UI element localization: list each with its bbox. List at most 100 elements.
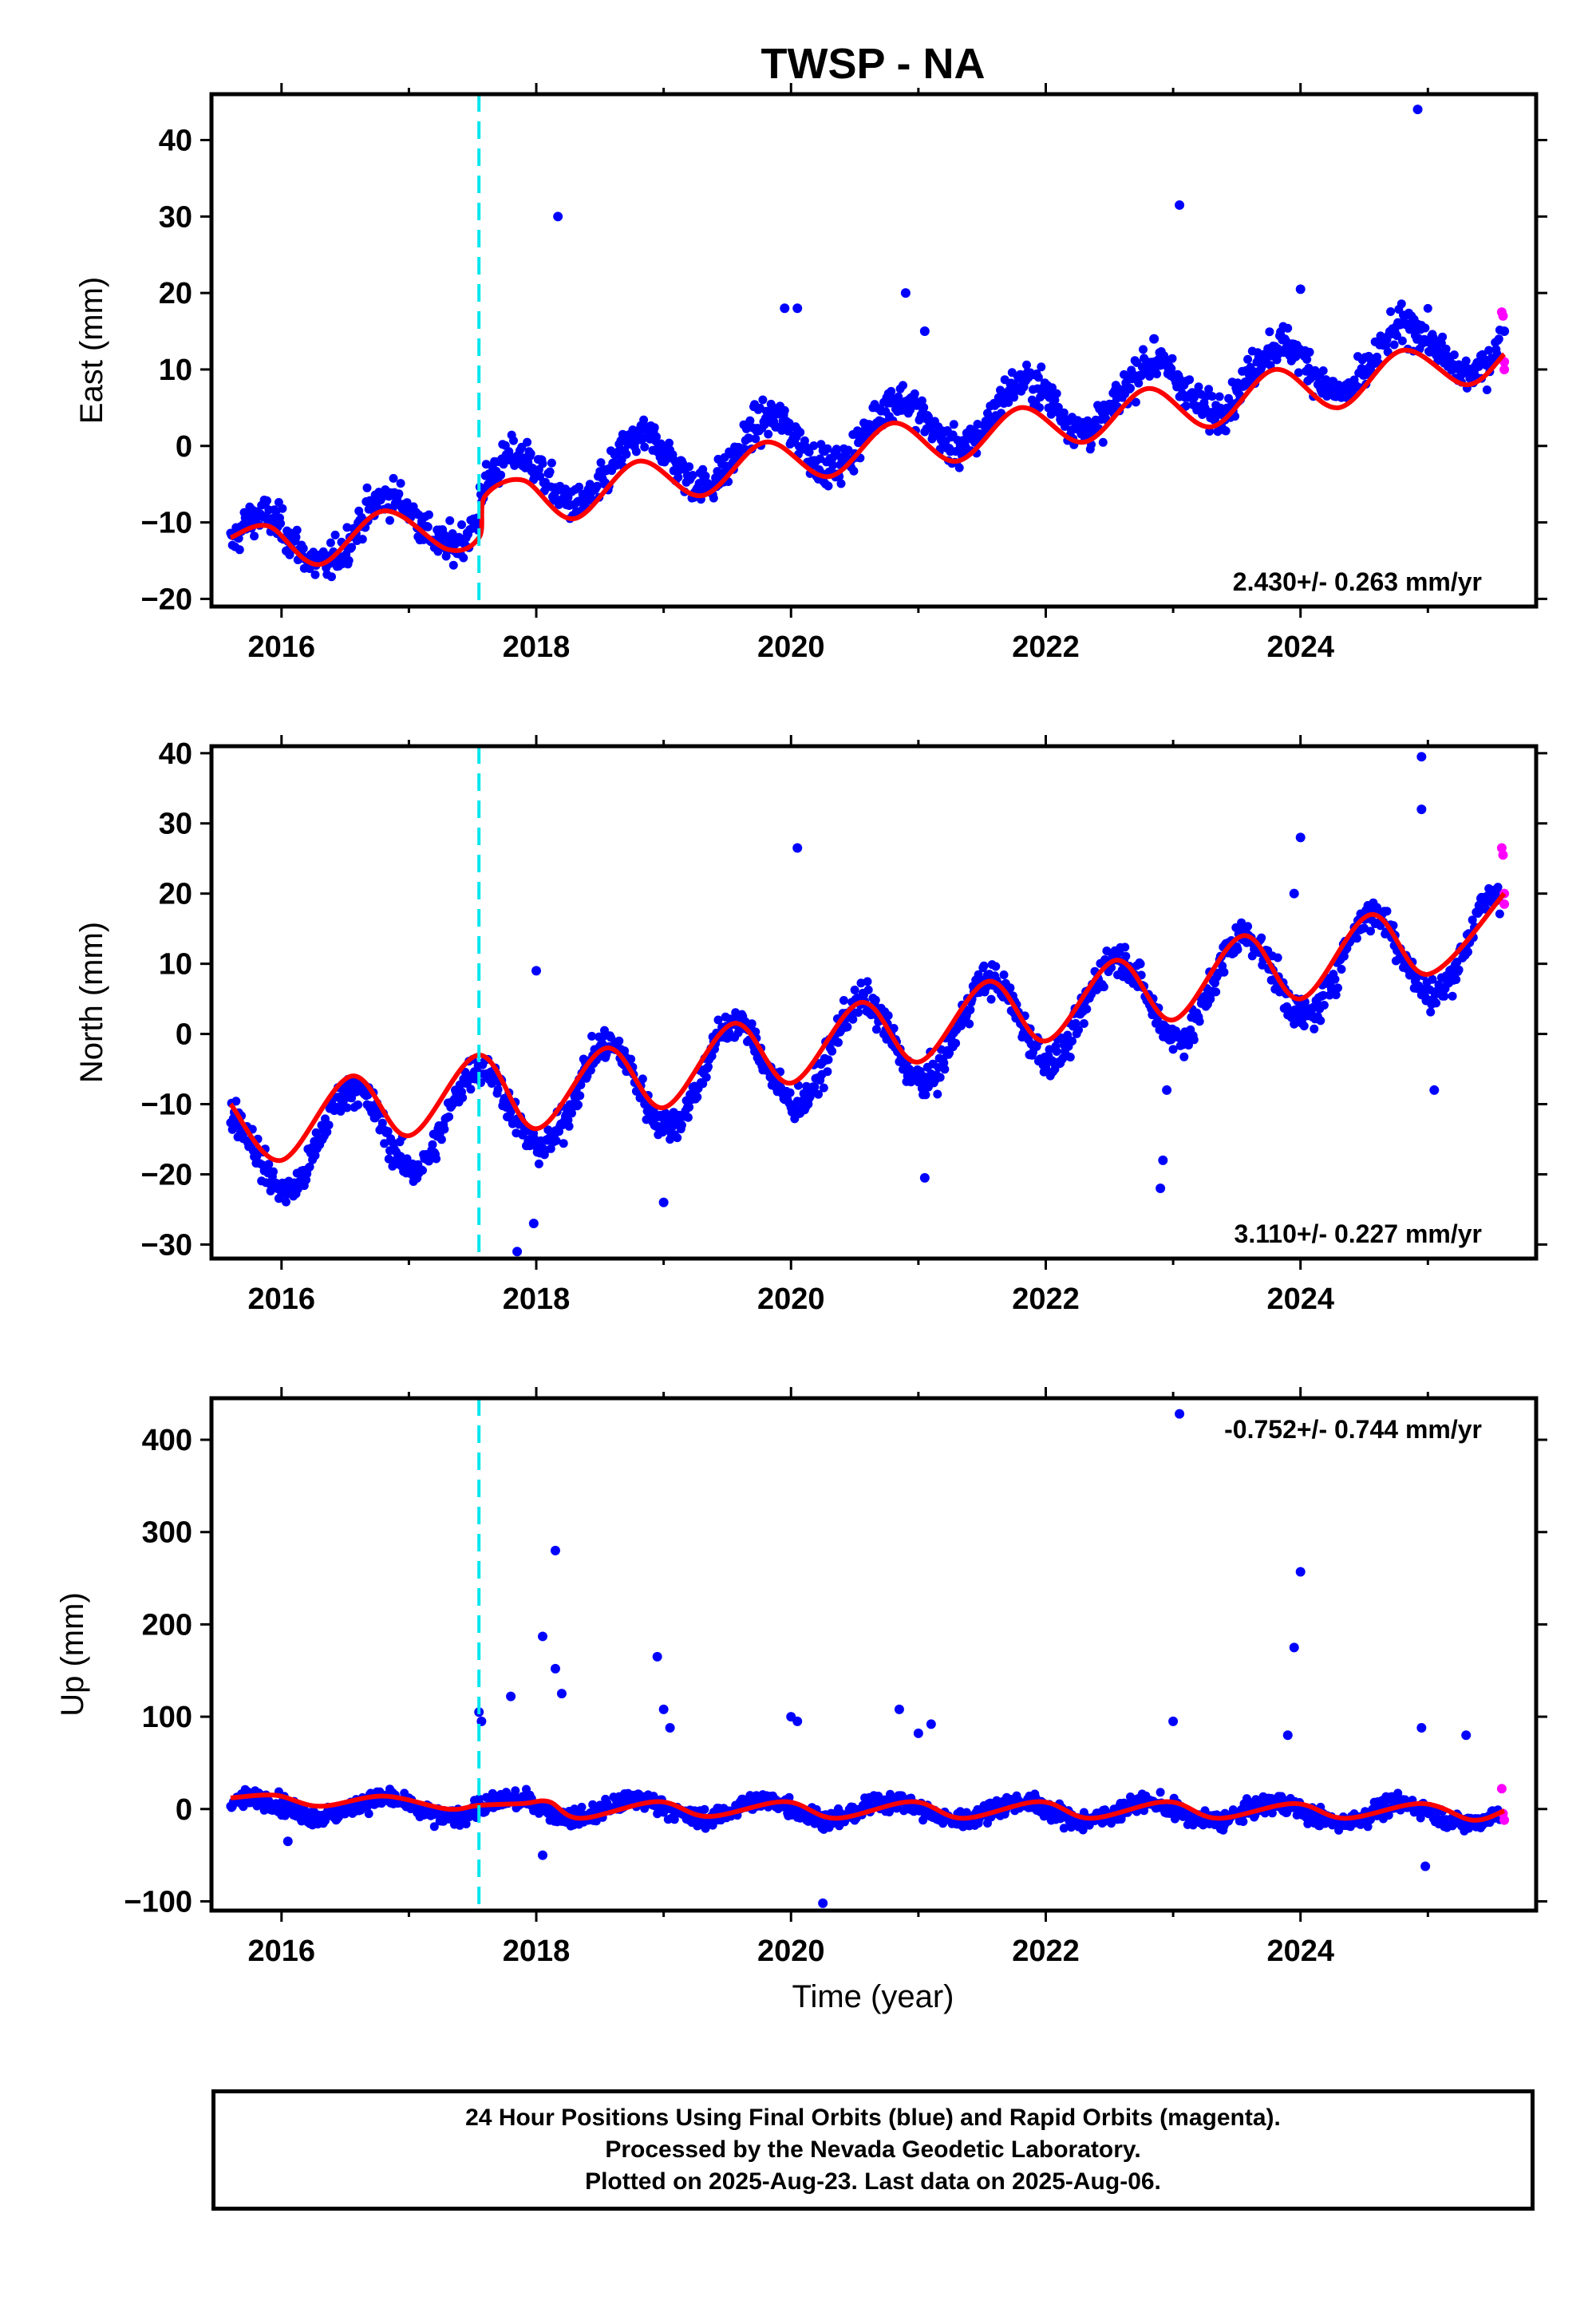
data-point (586, 1065, 595, 1075)
data-point (330, 530, 340, 539)
data-point (745, 416, 755, 425)
data-point (1452, 975, 1461, 984)
y-tick-label: 10 (159, 354, 192, 387)
y-tick-label: −10 (141, 507, 192, 540)
data-point (458, 1093, 468, 1102)
data-point (836, 479, 846, 488)
outlier-point (919, 1172, 930, 1183)
data-point (440, 1124, 449, 1134)
data-point (1134, 378, 1144, 388)
data-point (1184, 1041, 1193, 1050)
outlier-point (1416, 752, 1427, 762)
x-tick-label: 2016 (248, 1282, 316, 1316)
data-point (674, 472, 683, 482)
data-point (305, 1162, 314, 1172)
data-point (347, 543, 357, 552)
outlier-point (556, 1689, 567, 1699)
data-point (939, 1058, 949, 1068)
data-point (628, 425, 638, 435)
data-point (1131, 397, 1140, 407)
final-orbit-points (226, 883, 1504, 1207)
data-point (957, 1021, 966, 1030)
data-point (1139, 345, 1148, 354)
y-tick-label: −100 (124, 1885, 192, 1919)
data-point (638, 1074, 647, 1084)
data-point (1215, 392, 1224, 401)
data-point (357, 512, 366, 522)
y-tick-label: 0 (176, 430, 192, 464)
data-point (701, 472, 710, 480)
x-tick-label: 2020 (757, 630, 825, 664)
chart-title: TWSP - NA (761, 40, 986, 88)
data-point (437, 1135, 446, 1144)
data-point (1195, 1017, 1204, 1026)
outlier-point (1412, 105, 1423, 115)
footer-line-1: 24 Hour Positions Using Final Orbits (bl… (465, 2105, 1281, 2131)
data-point (459, 553, 468, 563)
data-point (1386, 307, 1396, 316)
data-point (1257, 933, 1266, 943)
data-point (1136, 959, 1145, 969)
data-point (919, 403, 929, 412)
data-point (935, 1073, 945, 1082)
data-point (1454, 965, 1464, 974)
data-point (1120, 943, 1130, 952)
data-point (1448, 991, 1457, 1001)
outlier-point (506, 1691, 516, 1701)
data-point (823, 1067, 832, 1077)
x-tick-label: 2016 (248, 1935, 316, 1968)
data-point (298, 543, 308, 553)
data-point (1083, 416, 1092, 425)
up-panel: 2016 2018 2020 2022 2024 −100 0 100 200 300 400 Up … (55, 1387, 1547, 1968)
outlier-point (1289, 888, 1299, 899)
data-point (327, 572, 336, 582)
data-point (933, 1089, 942, 1099)
outlier-point (665, 1722, 675, 1733)
outlier-point (1282, 1730, 1293, 1741)
outlier-point (792, 1716, 803, 1726)
outlier-point (926, 1719, 936, 1729)
data-point (700, 1804, 709, 1814)
data-point (1468, 915, 1477, 925)
data-point (670, 1815, 679, 1824)
data-point (358, 535, 367, 544)
data-point (828, 460, 838, 470)
data-point (1438, 332, 1448, 342)
data-point (1098, 437, 1108, 447)
data-point (747, 1019, 757, 1029)
data-point (276, 519, 286, 528)
data-point (819, 1083, 828, 1093)
data-point (364, 1809, 373, 1819)
data-point (1440, 991, 1449, 1001)
data-point (428, 1140, 437, 1149)
data-point (626, 1054, 636, 1064)
data-point (1156, 1788, 1165, 1797)
data-point (709, 493, 718, 503)
y-tick-label: −30 (141, 1228, 192, 1262)
data-point (547, 458, 556, 468)
data-point (1059, 408, 1069, 417)
data-point (785, 1088, 795, 1097)
data-point (1310, 1024, 1319, 1034)
data-point (1052, 1047, 1061, 1056)
data-point (1022, 360, 1031, 370)
final-orbit-points (226, 299, 1504, 582)
velocity-label: 3.110+/- 0.227 mm/yr (1235, 1219, 1482, 1248)
y-tick-label: 10 (159, 948, 192, 982)
outlier-point (1175, 200, 1185, 210)
data-point (1204, 385, 1214, 394)
data-point (1331, 990, 1341, 1000)
x-tick-label: 2024 (1266, 1282, 1334, 1316)
outlier-point (550, 1663, 560, 1674)
data-point (631, 447, 641, 456)
data-point (511, 1786, 520, 1796)
data-point (1126, 383, 1135, 393)
data-point (1432, 998, 1441, 1008)
data-point (639, 415, 649, 425)
data-point (535, 472, 545, 481)
data-point (278, 504, 287, 513)
data-point (263, 496, 271, 505)
data-point (828, 1046, 837, 1056)
model-fit-line (228, 891, 1507, 1163)
data-point (751, 434, 760, 444)
